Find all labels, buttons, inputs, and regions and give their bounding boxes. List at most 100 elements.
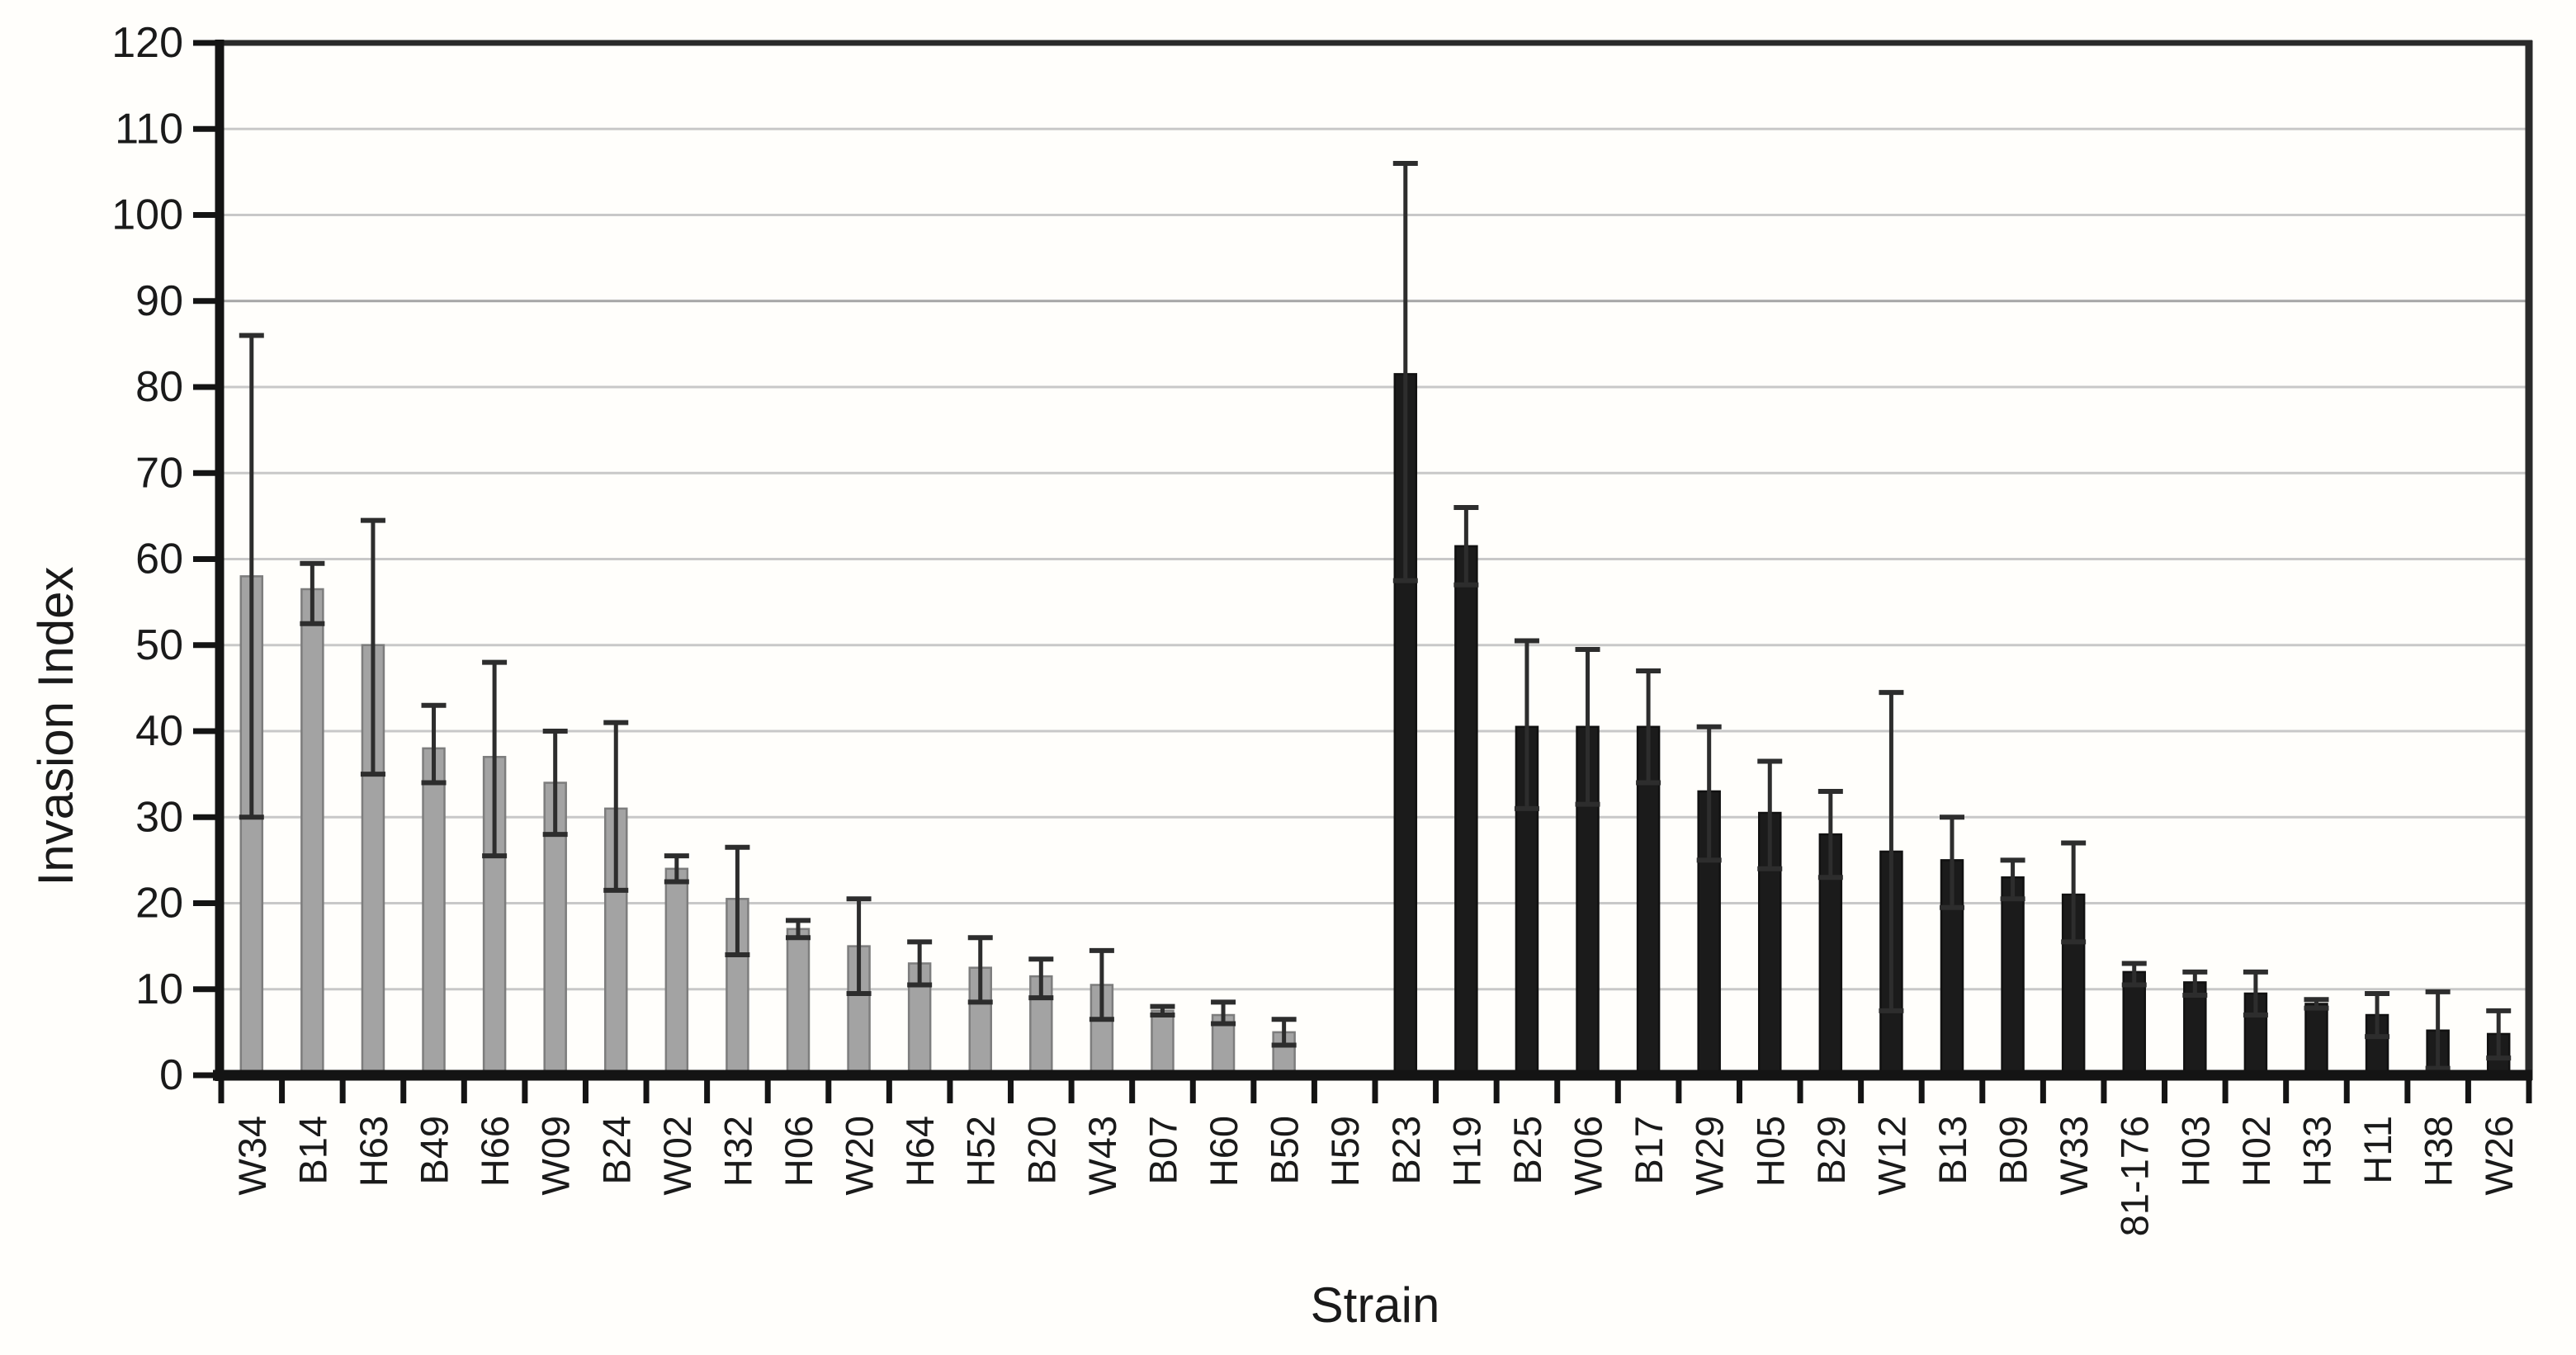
x-category-label-H59: H59 [1323,1116,1367,1187]
x-category-label-W06: W06 [1567,1116,1610,1196]
y-tick-label-120: 120 [111,19,183,67]
error-bar-W33 [2061,840,2087,945]
y-tick-label-70: 70 [135,449,183,497]
error-bar-W02 [664,853,689,885]
x-category-label-B20: B20 [1019,1116,1063,1185]
x-axis-title: Strain [1311,1277,1440,1333]
error-bar-H66 [482,659,508,859]
y-axis-title: Invasion Index [28,567,83,886]
y-tick-label-50: 50 [135,621,183,669]
x-category-label-H33: H33 [2295,1116,2338,1187]
error-bar-B50 [1271,1017,1297,1048]
error-bar-H32 [725,844,750,958]
x-category-label-B50: B50 [1263,1116,1307,1185]
x-category-label-B24: B24 [594,1116,638,1185]
x-category-label-W26: W26 [2477,1116,2521,1196]
error-bar-H05 [1757,758,1783,871]
bar-H06 [786,928,811,1077]
x-category-label-H52: H52 [959,1116,1003,1187]
x-category-label-B07: B07 [1141,1116,1184,1185]
y-tick-label-90: 90 [135,277,183,325]
error-bar-H60 [1211,999,1236,1027]
error-bar-H33 [2304,997,2329,1011]
error-bar-B29 [1817,788,1843,881]
error-bar-W06 [1575,646,1600,807]
x-category-label-H63: H63 [352,1116,395,1187]
x-category-label-B25: B25 [1505,1116,1549,1185]
error-bar-B49 [421,702,447,786]
x-category-label-W20: W20 [838,1116,882,1196]
x-category-label-W34: W34 [230,1116,274,1196]
y-axis-ticks: 0 10 20 30 40 50 60 70 80 90 100 110 120 [111,19,220,1099]
x-category-labels: W34 B14 H63 B49 H66 W09 B24 W02 H32 H06 W20 H64 H52 B… [230,1116,2521,1236]
error-bar-H64 [907,939,933,988]
error-bar-W12 [1879,690,1904,1013]
x-category-label-W12: W12 [1869,1116,1913,1196]
error-bar-B23 [1392,160,1418,583]
error-bar-B07 [1150,1003,1175,1018]
error-bar-B20 [1028,956,1054,1001]
error-bar-81-176 [2121,961,2147,988]
error-bar-B14 [300,560,325,626]
x-axis-ticks [218,1075,2532,1103]
x-category-label-B49: B49 [413,1116,456,1185]
error-bar-W09 [542,729,568,838]
bar-B49 [422,747,446,1077]
error-bar-H06 [786,918,811,941]
y-tick-label-30: 30 [135,793,183,841]
y-tick-label-0: 0 [159,1051,183,1099]
error-bar-W43 [1089,947,1114,1022]
x-category-label-H60: H60 [1202,1116,1245,1187]
x-category-label-W09: W09 [534,1116,578,1196]
y-tick-label-100: 100 [111,191,183,239]
x-category-label-H06: H06 [777,1116,820,1187]
bar-B29 [1818,833,1843,1077]
x-category-label-W02: W02 [655,1116,699,1196]
x-category-label-B14: B14 [291,1116,334,1185]
x-category-label-B17: B17 [1627,1116,1671,1185]
y-tick-label-80: 80 [135,363,183,411]
x-category-label-W33: W33 [2052,1116,2096,1196]
x-category-label-81-176: 81-176 [2113,1116,2157,1236]
y-tick-label-40: 40 [135,707,183,755]
bar-W02 [664,867,689,1077]
error-bar-B25 [1514,638,1539,811]
bar-B09 [2001,876,2025,1077]
error-bar-W29 [1696,724,1722,863]
bar-H19 [1454,545,1478,1077]
x-category-label-H64: H64 [898,1116,942,1187]
y-tick-label-20: 20 [135,880,183,928]
error-bar-H02 [2243,969,2268,1018]
x-category-label-B29: B29 [1809,1116,1853,1185]
error-bar-B17 [1636,668,1661,786]
x-category-label-W29: W29 [1688,1116,1732,1196]
x-category-label-B13: B13 [1931,1116,1974,1185]
x-category-label-H32: H32 [716,1116,759,1187]
bar-81-176 [2122,970,2146,1077]
error-bar-B13 [1940,814,1964,910]
x-category-label-B09: B09 [1992,1116,2035,1185]
x-category-label-H03: H03 [2173,1116,2217,1187]
error-bar-H38 [2425,989,2451,1071]
error-bar-B09 [2000,857,2025,902]
y-tick-label-60: 60 [135,536,183,583]
error-bar-H63 [360,517,385,777]
x-category-label-H38: H38 [2417,1116,2460,1187]
error-bar-B24 [603,720,629,893]
x-category-label-H05: H05 [1748,1116,1792,1187]
x-category-label-W43: W43 [1080,1116,1124,1196]
x-category-label-H19: H19 [1444,1116,1488,1187]
error-bar-W26 [2486,1008,2512,1061]
x-category-label-H02: H02 [2234,1116,2278,1187]
x-category-label-H11: H11 [2356,1116,2399,1184]
bar-B07 [1151,1009,1175,1077]
error-bar-H03 [2182,969,2208,999]
y-tick-label-10: 10 [135,965,183,1013]
error-bar-W20 [846,896,872,996]
x-category-label-B23: B23 [1384,1116,1428,1185]
bar-B14 [300,588,324,1077]
error-bar-H11 [2365,990,2390,1040]
